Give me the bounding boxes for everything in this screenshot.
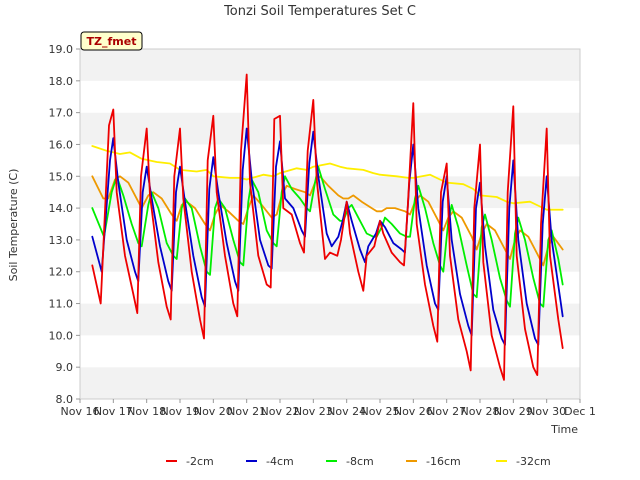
legend-label: -2cm [186,455,214,468]
legend-label: -32cm [516,455,551,468]
series-line-8cm [91,165,564,308]
x-tick-label: Nov 24 [327,405,366,418]
y-tick-label: 14.0 [49,202,74,215]
legend: -2cm -4cm -8cm -16cm -32cm [166,455,551,468]
x-tick-label: Nov 16 [61,405,100,418]
legend-label: -16cm [426,455,461,468]
y-tick-label: 16.0 [49,138,74,151]
y-tick-label: 19.0 [49,43,74,56]
chart-title: Tonzi Soil Temperatures Set C [223,4,416,19]
y-tick-label: 10.0 [49,329,74,342]
x-tick-label: Nov 17 [94,405,133,418]
series-line-2cm [91,73,564,381]
legend-label: -4cm [266,455,294,468]
site-tag: TZ_fmet [80,31,143,51]
y-tick-label: 12.0 [49,266,74,279]
x-axis-label: Time [550,423,578,436]
x-tick-label: Nov 28 [461,405,500,418]
x-tick-label: Nov 20 [194,405,233,418]
x-tick-label: Nov 30 [527,405,566,418]
series-line-4cm [91,127,564,346]
y-tick-label: 17.0 [49,107,74,120]
series-lines [91,73,564,381]
x-tick-label: Nov 26 [394,405,433,418]
y-tick-label: 11.0 [49,298,74,311]
y-axis-label: Soil Temperature (C) [7,169,20,282]
x-tick-label: Nov 18 [127,405,166,418]
x-tick-label: Nov 29 [494,405,533,418]
x-tick-label: Nov 25 [361,405,400,418]
grid-band [80,49,580,81]
site-tag-label: TZ_fmet [87,35,137,48]
grid-band [80,239,580,272]
grid-band [80,112,580,145]
y-axis: 8.0 9.0 10.0 11.0 12.0 13.0 14.0 15.0 16.0 17.0 18… [49,43,80,406]
legend-label: -8cm [346,455,374,468]
x-tick-label: Nov 22 [261,405,300,418]
x-tick-label: Nov 23 [294,405,333,418]
x-tick-label: Nov 19 [161,405,200,418]
series-line-32cm [91,145,564,211]
grid-band [80,367,580,399]
y-tick-label: 13.0 [49,234,74,247]
x-tick-label: Nov 27 [427,405,466,418]
x-tick-label: Nov 21 [227,405,266,418]
y-tick-label: 8.0 [56,393,74,406]
y-tick-label: 9.0 [56,361,74,374]
y-tick-label: 15.0 [49,170,74,183]
x-tick-label: Dec 1 [564,405,596,418]
y-tick-label: 18.0 [49,75,74,88]
grid-band [80,144,580,177]
plot-frame [79,48,581,400]
site-tag-box [80,31,143,51]
grid-band [80,80,580,113]
